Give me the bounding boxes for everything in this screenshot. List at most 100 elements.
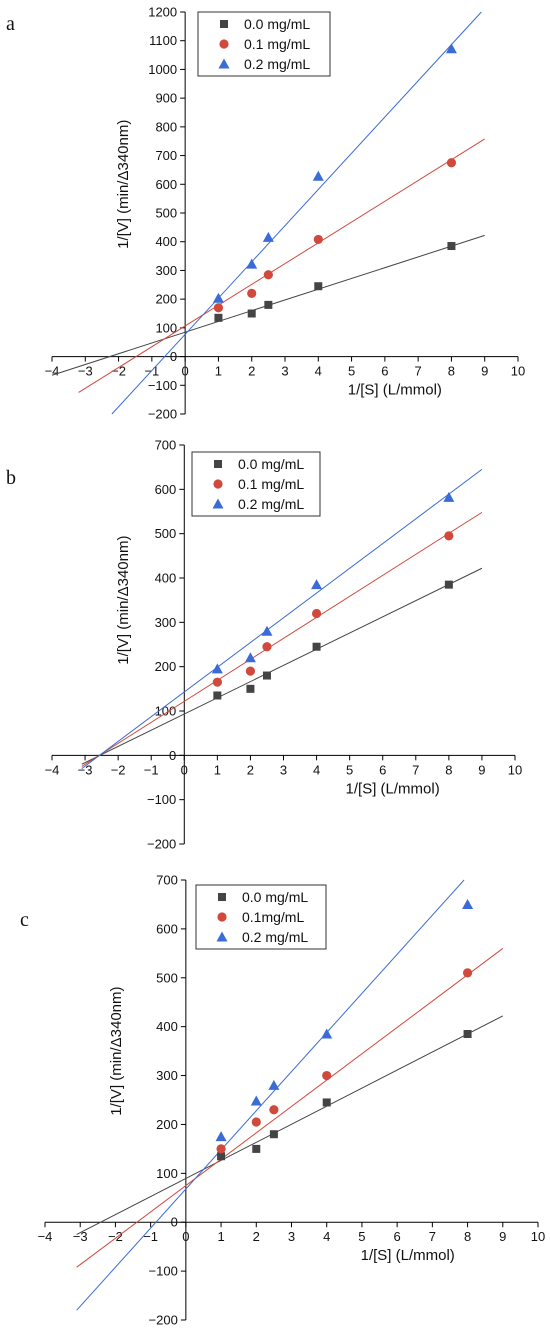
fit-line-series-2 [76, 879, 465, 1311]
x-tick-label: 0 [182, 1229, 189, 1244]
data-point-series-2 [462, 898, 474, 909]
legend-label: 0.0 mg/mL [244, 16, 310, 32]
y-tick-label: 500 [156, 970, 178, 985]
chart-panel-b: b −4 −3 −2 −1 0 1 2 3 4 5 6 7 8 9 10 −200 −100 0 100 200 300 4… [6, 438, 522, 852]
y-tick-label: 600 [156, 921, 178, 936]
x-tick-label: 7 [429, 1229, 436, 1244]
y-tick-label: 700 [156, 873, 178, 888]
x-tick-label: 7 [412, 762, 419, 777]
data-point-series-1 [444, 531, 454, 541]
fit-line-series-1 [76, 948, 504, 1268]
legend-marker [218, 893, 226, 901]
fit-line-series-1 [81, 511, 483, 767]
y-tick-label: 200 [156, 1117, 178, 1132]
x-tick-label: 3 [288, 1229, 295, 1244]
x-tick-label: 7 [415, 364, 422, 379]
data-point-series-2 [445, 43, 457, 54]
legend-marker [218, 58, 230, 69]
legend-marker [214, 460, 222, 468]
data-point-series-0 [463, 1030, 472, 1038]
x-tick-label: 10 [531, 1229, 545, 1244]
data-point-series-1 [462, 968, 473, 978]
y-tick-label: 500 [155, 206, 177, 221]
y-tick-label: 0 [170, 349, 177, 364]
data-point-series-0 [262, 671, 271, 680]
legend-label: 0.2 mg/mL [242, 929, 308, 945]
data-point-series-2 [212, 292, 224, 303]
fit-line-series-2 [111, 11, 482, 415]
legend-label: 0.2 mg/mL [238, 496, 304, 512]
x-tick-label: −2 [111, 364, 126, 379]
y-tick-label: 0 [169, 748, 176, 763]
data-point-series-0 [246, 684, 255, 693]
y-tick-label: 200 [155, 659, 177, 674]
x-tick-label: 9 [478, 762, 485, 777]
x-tick-label: 3 [280, 762, 287, 777]
y-tick-label: −200 [148, 407, 177, 422]
x-tick-label: −4 [45, 364, 60, 379]
data-point-series-2 [211, 663, 223, 674]
x-tick-label: −3 [78, 762, 93, 777]
y-tick-label: 600 [155, 482, 177, 497]
fit-line-series-2 [81, 468, 483, 770]
legend-marker [220, 20, 228, 28]
x-tick-label: 2 [253, 1229, 260, 1244]
x-tick-label: 4 [313, 762, 320, 777]
x-axis-title: 1/[S] (L/mmol) [346, 780, 440, 797]
x-tick-label: 3 [281, 364, 288, 379]
x-tick-label: −1 [144, 762, 159, 777]
x-tick-label: 9 [499, 1229, 506, 1244]
data-point-series-0 [247, 309, 256, 318]
chart-panel-a: a−4−3−2−1012345678910−200−10001002003004… [6, 5, 525, 422]
legend: 0.0 mg/mL 0.1mg/mL 0.2 mg/mL [195, 884, 327, 950]
y-tick-label: 500 [155, 526, 177, 541]
y-tick-label: −200 [147, 837, 176, 852]
x-tick-label: 1 [215, 364, 222, 379]
x-tick-label: 10 [508, 762, 522, 777]
y-tick-label: 100 [155, 704, 177, 719]
y-tick-label: −100 [147, 792, 176, 807]
data-point-series-1 [446, 158, 457, 168]
data-point-series-2 [261, 625, 273, 636]
panel-label: c [20, 909, 29, 931]
fit-line-series-0 [81, 567, 483, 765]
data-point-series-1 [269, 1105, 279, 1115]
x-tick-label: 6 [381, 364, 388, 379]
x-tick-label: 1 [214, 762, 221, 777]
y-tick-label: 900 [155, 91, 177, 106]
x-tick-label: 2 [248, 364, 255, 379]
legend-marker [212, 498, 224, 509]
y-tick-label: −200 [149, 1313, 178, 1328]
y-tick-label: 1100 [149, 33, 177, 48]
data-point-series-2 [312, 170, 324, 181]
data-point-series-1 [245, 666, 256, 676]
x-tick-label: −3 [73, 1229, 88, 1244]
data-point-series-0 [444, 580, 453, 589]
data-point-series-0 [447, 242, 456, 251]
y-tick-label: 300 [155, 615, 177, 630]
y-tick-label: 400 [156, 1019, 178, 1034]
y-tick-label: 700 [155, 438, 177, 453]
data-point-series-1 [216, 1144, 226, 1154]
x-axis-title: 1/[S] (L/mmol) [348, 382, 442, 399]
data-point-series-2 [246, 258, 258, 269]
y-tick-label: 700 [155, 148, 177, 163]
x-tick-label: 8 [448, 364, 455, 379]
data-point-series-1 [311, 608, 322, 619]
data-point-series-0 [322, 1098, 331, 1107]
y-tick-label: −100 [148, 378, 177, 393]
data-point-series-1 [212, 677, 222, 687]
legend: 0.0 mg/mL 0.1 mg/mL 0.2 mg/mL [191, 451, 321, 517]
y-tick-label: 300 [155, 263, 177, 278]
panel-label: b [6, 467, 16, 489]
data-point-series-1 [322, 1070, 332, 1081]
data-point-series-0 [252, 1144, 261, 1153]
x-tick-label: −2 [111, 762, 126, 777]
data-point-series-1 [213, 303, 224, 313]
x-tick-label: −3 [78, 364, 93, 379]
legend-label: 0.1 mg/mL [238, 476, 304, 492]
legend-marker [217, 912, 227, 922]
legend-marker [216, 931, 228, 942]
y-tick-label: −100 [149, 1264, 178, 1279]
